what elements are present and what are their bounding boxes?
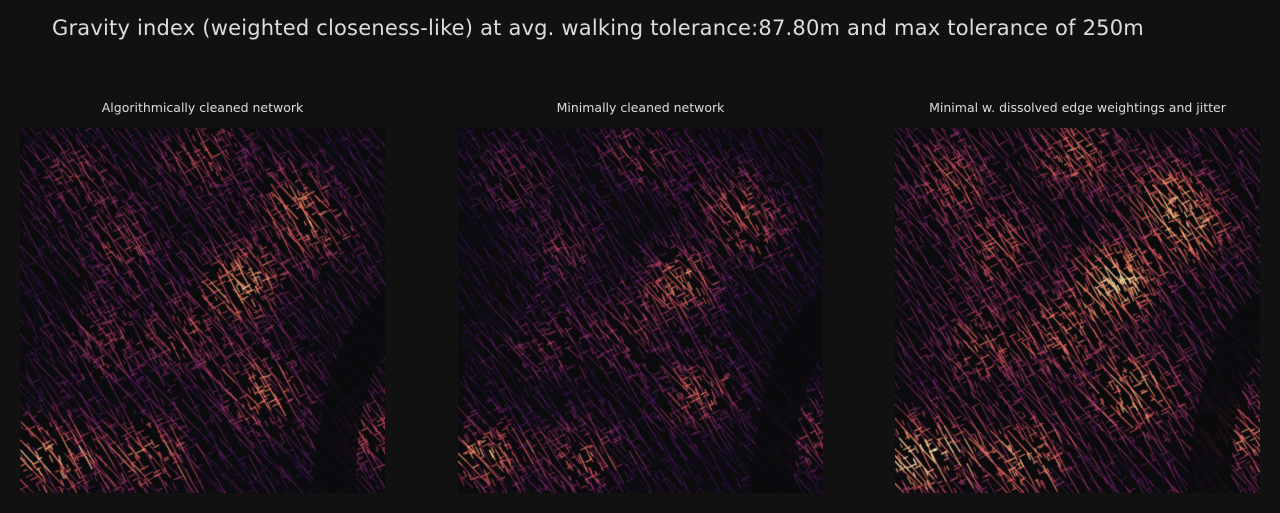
map-algorithmic [20,128,385,493]
map-minimal [458,128,823,493]
panel-title-dissolved: Minimal w. dissolved edge weightings and… [929,100,1226,115]
network-canvas-algorithmic [20,128,385,493]
network-canvas-minimal [458,128,823,493]
figure-title: Gravity index (weighted closeness-like) … [52,16,1144,40]
panel-title-algorithmic: Algorithmically cleaned network [101,100,304,115]
map-dissolved [895,128,1260,493]
network-canvas-dissolved [895,128,1260,493]
panel-title-minimal: Minimally cleaned network [556,100,725,115]
